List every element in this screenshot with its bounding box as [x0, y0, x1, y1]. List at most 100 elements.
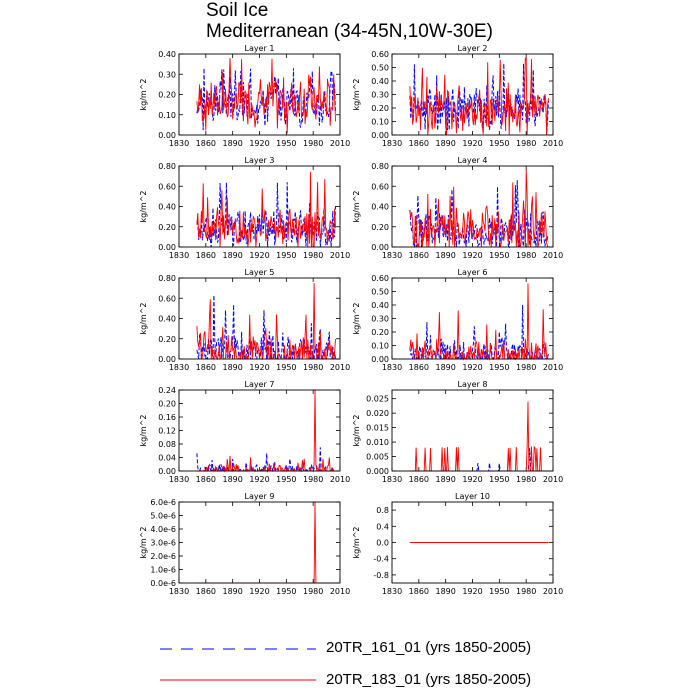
layer-3-xtick-label: 1860 [196, 251, 216, 260]
layer-2-frame [391, 53, 554, 136]
layer-4-ylabel: kg/m^2 [352, 191, 361, 223]
layer-1-title: Layer 1 [245, 44, 275, 53]
layer-2-xtick-label: 1920 [462, 139, 482, 148]
layer-2-title: Layer 2 [458, 44, 488, 53]
figure-title: Soil Ice [206, 0, 269, 21]
layer-8-ytick-label: 0.015 [366, 424, 389, 433]
layer-2-xtick-label: 1830 [382, 139, 402, 148]
layer-5-ylabel: kg/m^2 [139, 303, 148, 335]
layer-9-ylabel: kg/m^2 [139, 527, 148, 559]
layer-8-xtick-label: 1890 [435, 475, 455, 484]
layer-1-ytick-label: 0.00 [158, 131, 176, 140]
layer-3-ylabel: kg/m^2 [139, 191, 148, 223]
layer-3-series-20TR_183_01 [196, 172, 336, 248]
layer-6-title: Layer 6 [458, 268, 488, 277]
layer-4-frame [391, 165, 554, 248]
layer-5-ytick-label: 0.40 [158, 315, 176, 324]
layer-5-xtick-label: 1860 [196, 363, 216, 372]
layer-4-xtick-label: 1980 [516, 251, 536, 260]
layer-5-ytick-label: 0.20 [158, 335, 176, 344]
layer-5-ytick-label: 0.00 [158, 355, 176, 364]
layer-1-xtick-label: 1860 [196, 139, 216, 148]
layer-7-frame [178, 389, 341, 472]
layer-2-ytick-label: 0.60 [371, 50, 389, 59]
layer-7-ytick-label: 0.12 [158, 427, 176, 436]
layer-7-xtick-label: 1890 [222, 475, 242, 484]
layer-5-series-20TR_183_01 [196, 283, 336, 361]
layer-10-xtick-label: 1950 [489, 587, 509, 596]
figure-subtitle: Mediterranean (34-45N,10W-30E) [206, 21, 493, 42]
layer-2-ytick-label: 0.20 [371, 104, 389, 113]
layer-6-ytick-label: 0.60 [371, 274, 389, 283]
layer-9-ytick-label: 0.0e-6 [150, 579, 176, 588]
layer-3-xtick-label: 1980 [303, 251, 323, 260]
layer-7-ytick-label: 0.04 [158, 454, 176, 463]
layer-6-xtick-label: 1830 [382, 363, 402, 372]
layer-4-ytick-label: 0.00 [371, 243, 389, 252]
layer-9-xtick-label: 1860 [196, 587, 216, 596]
layer-1-xtick-label: 1830 [169, 139, 189, 148]
layer-3-xtick-label: 1890 [222, 251, 242, 260]
layer-5-xtick-label: 1830 [169, 363, 189, 372]
layer-8-xtick-label: 1920 [462, 475, 482, 484]
layer-2-xtick-label: 1980 [516, 139, 536, 148]
layer-4-series-20TR_161_01 [409, 180, 549, 249]
layer-8-ytick-label: 0.025 [366, 395, 389, 404]
layer-10-xtick-label: 2010 [543, 587, 563, 596]
layer-9-xtick-label: 2010 [330, 587, 350, 596]
layer-1-ytick-label: 0.30 [158, 70, 176, 79]
layer-8-xtick-label: 1860 [409, 475, 429, 484]
layer-8-xtick-label: 1830 [382, 475, 402, 484]
legend-label-183: 20TR_183_01 (yrs 1850-2005) [326, 671, 532, 688]
layer-10-xtick-label: 1980 [516, 587, 536, 596]
layer-7-title: Layer 7 [245, 380, 275, 389]
layer-9-ytick-label: 3.0e-6 [150, 539, 176, 548]
layer-7-ytick-label: 0.24 [158, 386, 176, 395]
layer-4-xtick-label: 2010 [543, 251, 563, 260]
layer-1-xtick-label: 1920 [249, 139, 269, 148]
layer-1-ytick-label: 0.20 [158, 91, 176, 100]
layer-1-ylabel: kg/m^2 [139, 79, 148, 111]
layer-7-xtick-label: 1860 [196, 475, 216, 484]
layer-2-xtick-label: 1890 [435, 139, 455, 148]
layer-1-ytick-label: 0.40 [158, 50, 176, 59]
layer-6-xtick-label: 1980 [516, 363, 536, 372]
layer-10-ytick-label: -0.4 [373, 555, 389, 564]
layer-4-xtick-label: 1860 [409, 251, 429, 260]
layer-2-ytick-label: 0.10 [371, 118, 389, 127]
layer-3-xtick-label: 2010 [330, 251, 350, 260]
layer-7-series-20TR_183_01 [196, 389, 336, 473]
layer-6-ylabel: kg/m^2 [352, 303, 361, 335]
layer-2-ytick-label: 0.30 [371, 91, 389, 100]
layer-3-ytick-label: 0.40 [158, 203, 176, 212]
layer-5-xtick-label: 2010 [330, 363, 350, 372]
layer-8-ylabel: kg/m^2 [352, 415, 361, 447]
layer-8-ytick-label: 0.000 [366, 467, 389, 476]
layer-6-xtick-label: 2010 [543, 363, 563, 372]
layer-4-xtick-label: 1920 [462, 251, 482, 260]
layer-3-ytick-label: 0.00 [158, 243, 176, 252]
layer-10-title: Layer 10 [455, 492, 490, 501]
layer-3-xtick-label: 1830 [169, 251, 189, 260]
layer-5-ytick-label: 0.80 [158, 274, 176, 283]
layer-6-ytick-label: 0.10 [371, 342, 389, 351]
layer-3-ytick-label: 0.60 [158, 182, 176, 191]
layer-9-ytick-label: 1.0e-6 [150, 566, 176, 575]
layer-4-title: Layer 4 [458, 156, 488, 165]
layer-9-ytick-label: 2.0e-6 [150, 552, 176, 561]
layer-1-frame [178, 53, 341, 136]
layer-2-xtick-label: 1950 [489, 139, 509, 148]
layer-1-xtick-label: 2010 [330, 139, 350, 148]
layer-10-xtick-label: 1830 [382, 587, 402, 596]
layer-9-ytick-label: 5.0e-6 [150, 512, 176, 521]
layer-1-ytick-label: 0.10 [158, 111, 176, 120]
layer-7-xtick-label: 1830 [169, 475, 189, 484]
layer-6-frame [391, 277, 554, 360]
layer-5-xtick-label: 1980 [303, 363, 323, 372]
layer-9-series-20TR_183_01 [196, 501, 336, 584]
layer-10-ytick-label: 0.8 [376, 506, 389, 515]
layer-6-xtick-label: 1920 [462, 363, 482, 372]
layer-4-ytick-label: 0.40 [371, 203, 389, 212]
layer-7-xtick-label: 2010 [330, 475, 350, 484]
